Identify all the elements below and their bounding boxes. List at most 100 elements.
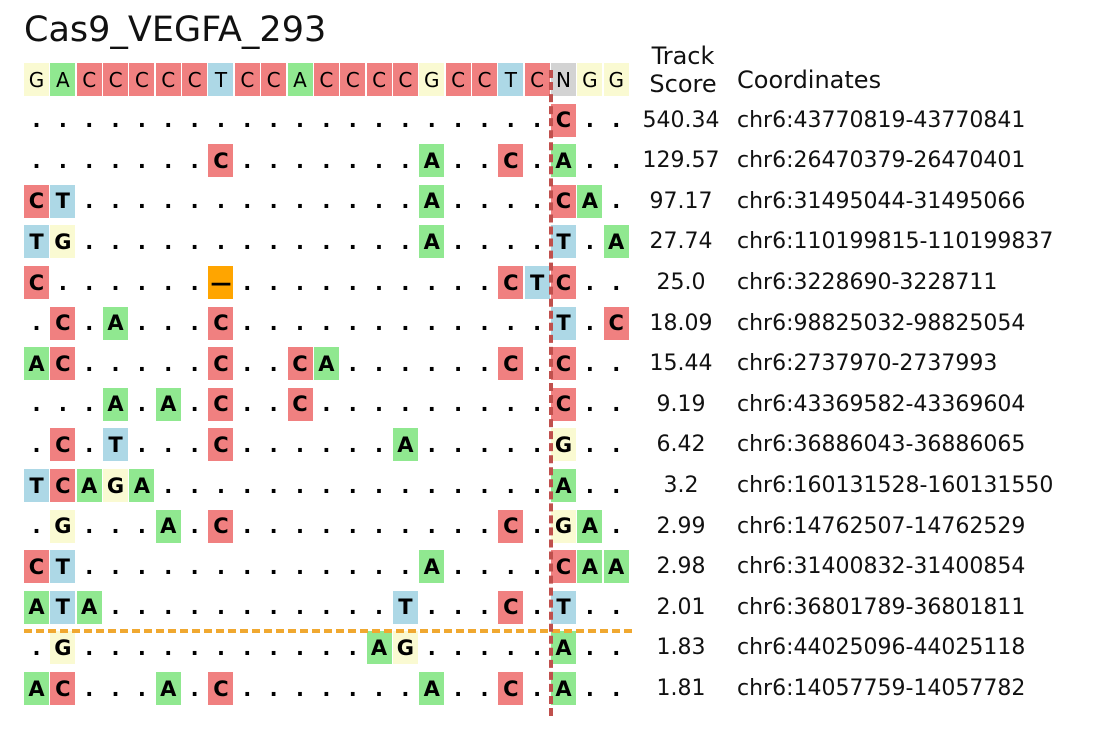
match-dot: . bbox=[480, 432, 489, 457]
match-dot: . bbox=[322, 311, 331, 336]
match-dot: . bbox=[164, 311, 173, 336]
mismatch-base: A bbox=[313, 347, 339, 381]
match-dot: . bbox=[322, 635, 331, 660]
match-dot: . bbox=[533, 392, 542, 417]
mismatch-base: C bbox=[498, 509, 524, 543]
match-dot: . bbox=[137, 189, 146, 214]
match-dot: . bbox=[216, 554, 225, 579]
match-dot: . bbox=[533, 148, 542, 173]
match-dot: . bbox=[375, 554, 384, 579]
match-dot: . bbox=[585, 351, 594, 376]
match-dot: . bbox=[533, 311, 542, 336]
match-dot: . bbox=[85, 270, 94, 295]
match-dot: . bbox=[375, 148, 384, 173]
match-dot: . bbox=[348, 514, 357, 539]
mismatch-base: C bbox=[498, 672, 524, 705]
match-dot: . bbox=[533, 635, 542, 660]
mismatch-base: A bbox=[577, 509, 603, 543]
match-dot: . bbox=[269, 108, 278, 133]
match-dot: . bbox=[506, 473, 515, 498]
match-dot: . bbox=[190, 148, 199, 173]
match-dot: . bbox=[401, 676, 410, 701]
match-dot: . bbox=[296, 432, 304, 457]
match-dot: . bbox=[111, 229, 120, 254]
match-dot: . bbox=[85, 554, 94, 579]
coordinate-value: chr6:2737970-2737993 bbox=[737, 351, 998, 377]
reference-base: C bbox=[392, 63, 418, 96]
track-score-value: 25.0 bbox=[656, 270, 706, 295]
reference-base: G bbox=[603, 63, 629, 96]
coordinate-value: chr6:31495044-31495066 bbox=[737, 188, 1026, 214]
coordinate-value: chr6:36801789-36801811 bbox=[737, 594, 1026, 620]
match-dot: . bbox=[216, 229, 225, 254]
reference-base: G bbox=[419, 63, 445, 96]
match-dot: . bbox=[506, 554, 515, 579]
match-dot: . bbox=[454, 635, 463, 660]
match-dot: . bbox=[322, 595, 331, 620]
match-dot: . bbox=[454, 311, 463, 336]
match-dot: . bbox=[296, 554, 304, 579]
match-dot: . bbox=[111, 351, 120, 376]
match-dot: . bbox=[348, 595, 357, 620]
match-dot: . bbox=[111, 635, 120, 660]
mismatch-base: T bbox=[392, 590, 418, 624]
match-dot: . bbox=[137, 270, 146, 295]
match-dot: . bbox=[190, 676, 199, 701]
track-score-value: 6.42 bbox=[656, 432, 706, 458]
match-dot: . bbox=[322, 554, 331, 579]
mismatch-base: A bbox=[366, 631, 392, 665]
coordinate-value: chr6:31400832-31400854 bbox=[737, 554, 1026, 580]
match-dot: . bbox=[401, 189, 410, 214]
match-dot: . bbox=[111, 595, 120, 620]
match-dot: . bbox=[375, 189, 384, 214]
match-dot: . bbox=[164, 108, 173, 133]
match-dot: . bbox=[612, 270, 621, 295]
match-dot: . bbox=[533, 554, 542, 579]
mismatch-base: T bbox=[24, 225, 49, 259]
reference-base: A bbox=[287, 63, 313, 96]
match-dot: . bbox=[401, 473, 410, 498]
match-dot: . bbox=[506, 311, 515, 336]
match-dot: . bbox=[243, 473, 252, 498]
coordinate-value: chr6:14762507-14762529 bbox=[737, 513, 1026, 539]
match-dot: . bbox=[269, 432, 278, 457]
match-dot: . bbox=[401, 554, 410, 579]
mismatch-base: C bbox=[603, 306, 629, 340]
match-dot: . bbox=[190, 554, 199, 579]
match-dot: . bbox=[85, 189, 94, 214]
match-dot: . bbox=[348, 108, 357, 133]
match-dot: . bbox=[612, 473, 621, 498]
reference-base: G bbox=[577, 63, 603, 96]
mismatch-base: C bbox=[551, 550, 576, 584]
match-dot: . bbox=[375, 108, 384, 133]
match-dot: . bbox=[506, 432, 515, 457]
mismatch-base: A bbox=[419, 672, 445, 705]
mismatch-base: A bbox=[24, 347, 49, 381]
track-score-value: 129.57 bbox=[642, 148, 720, 174]
match-dot: . bbox=[58, 108, 67, 133]
reference-base: C bbox=[524, 63, 550, 96]
mismatch-base: C bbox=[551, 103, 576, 137]
mismatch-base: G bbox=[551, 509, 576, 543]
mismatch-base: C bbox=[551, 387, 576, 421]
match-dot: . bbox=[375, 229, 384, 254]
match-dot: . bbox=[322, 270, 331, 295]
match-dot: . bbox=[243, 148, 252, 173]
mismatch-base: A bbox=[419, 144, 445, 178]
mismatch-base: A bbox=[577, 550, 603, 584]
match-dot: . bbox=[32, 635, 41, 660]
match-dot: . bbox=[585, 148, 594, 173]
match-dot: . bbox=[375, 514, 384, 539]
match-dot: . bbox=[480, 554, 489, 579]
match-dot: . bbox=[164, 189, 173, 214]
match-dot: . bbox=[322, 514, 331, 539]
match-dot: . bbox=[243, 351, 252, 376]
reference-base: C bbox=[234, 63, 260, 96]
match-dot: . bbox=[32, 108, 41, 133]
reference-base: T bbox=[498, 63, 524, 96]
match-dot: . bbox=[401, 229, 410, 254]
match-dot: . bbox=[269, 270, 278, 295]
mismatch-base: A bbox=[419, 225, 445, 259]
mismatch-base: A bbox=[551, 469, 576, 502]
